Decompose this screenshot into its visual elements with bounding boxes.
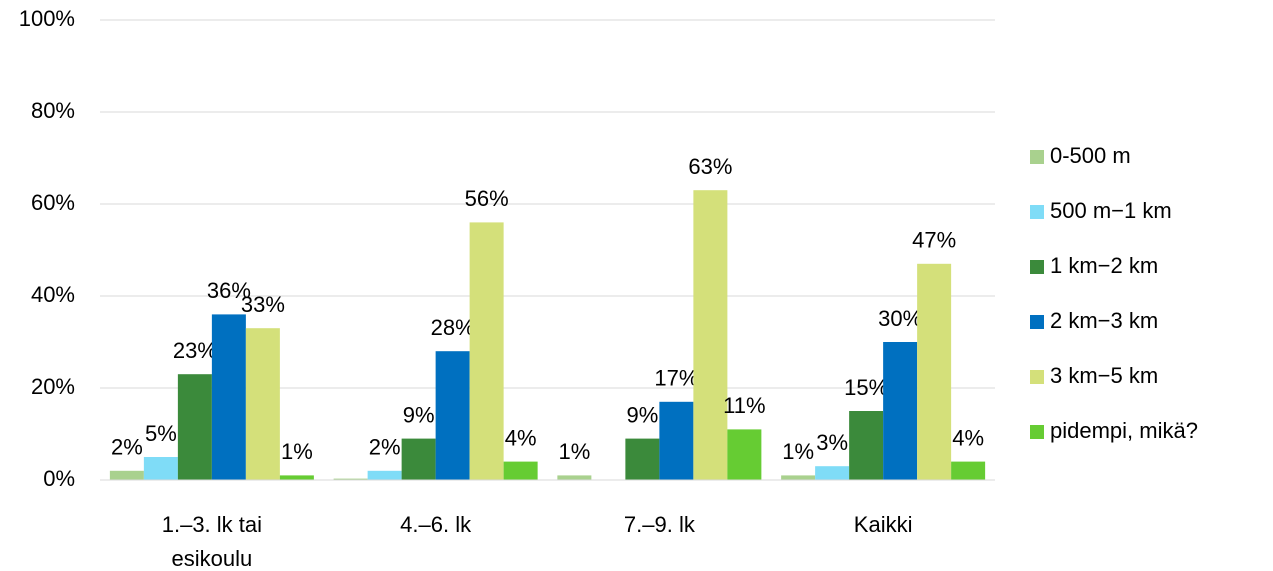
legend-swatch	[1030, 315, 1044, 329]
bar	[883, 342, 918, 480]
bar	[557, 475, 592, 480]
data-label: 33%	[241, 292, 285, 317]
y-tick-label: 0%	[43, 466, 75, 491]
bar	[435, 351, 470, 480]
bar	[917, 263, 952, 480]
legend-swatch	[1030, 205, 1044, 219]
bar	[177, 374, 212, 480]
data-label: 4%	[952, 425, 984, 450]
data-label: 17%	[654, 366, 698, 391]
bar	[109, 470, 144, 480]
legend-swatch	[1030, 260, 1044, 274]
legend-swatch	[1030, 370, 1044, 384]
legend-label: 2 km−3 km	[1050, 308, 1158, 333]
data-label: 9%	[403, 402, 435, 427]
bar	[245, 328, 280, 480]
bar	[211, 314, 246, 480]
bar	[693, 190, 728, 480]
legend-label: 500 m−1 km	[1050, 198, 1172, 223]
bar	[849, 411, 884, 480]
bar	[951, 461, 986, 480]
data-label: 2%	[369, 435, 401, 460]
data-label: 1%	[281, 439, 313, 464]
y-tick-label: 100%	[19, 6, 75, 31]
x-tick-label: 7.–9. lk	[623, 512, 695, 537]
bar	[333, 478, 368, 480]
data-label: 15%	[844, 375, 888, 400]
data-label: 4%	[505, 425, 537, 450]
x-tick-label: 1.–3. lk tai esikoulu	[161, 512, 263, 571]
bar	[469, 222, 504, 480]
bar	[727, 429, 762, 480]
y-tick-label: 80%	[31, 98, 75, 123]
data-label: 23%	[173, 338, 217, 363]
bar	[143, 457, 178, 480]
data-label: 36%	[207, 278, 251, 303]
legend-swatch	[1030, 425, 1044, 439]
data-label: 47%	[912, 228, 956, 253]
bar	[503, 461, 538, 480]
y-tick-label: 60%	[31, 190, 75, 215]
bar	[279, 475, 314, 480]
data-label: 5%	[145, 421, 177, 446]
bar	[781, 475, 816, 480]
data-label: 56%	[465, 186, 509, 211]
legend-swatch	[1030, 150, 1044, 164]
data-label: 63%	[688, 154, 732, 179]
legend-label: 3 km−5 km	[1050, 363, 1158, 388]
data-label: 3%	[816, 430, 848, 455]
x-tick-label: Kaikki	[853, 512, 913, 537]
legend-label: 1 km−2 km	[1050, 253, 1158, 278]
bar	[367, 470, 402, 480]
bar	[815, 466, 850, 480]
data-label: 9%	[626, 402, 658, 427]
data-label: 11%	[723, 393, 765, 418]
data-label: 30%	[878, 306, 922, 331]
legend-label: pidempi, mikä?	[1050, 418, 1198, 443]
y-tick-label: 20%	[31, 374, 75, 399]
x-tick-label: 4.–6. lk	[400, 512, 472, 537]
bar	[625, 438, 660, 480]
bar	[659, 401, 694, 480]
y-tick-label: 40%	[31, 282, 75, 307]
legend-label: 0-500 m	[1050, 143, 1131, 168]
data-label: 2%	[111, 435, 143, 460]
data-label: 1%	[782, 439, 814, 464]
bar	[401, 438, 436, 480]
data-label: 1%	[558, 439, 590, 464]
data-label: 28%	[431, 315, 475, 340]
